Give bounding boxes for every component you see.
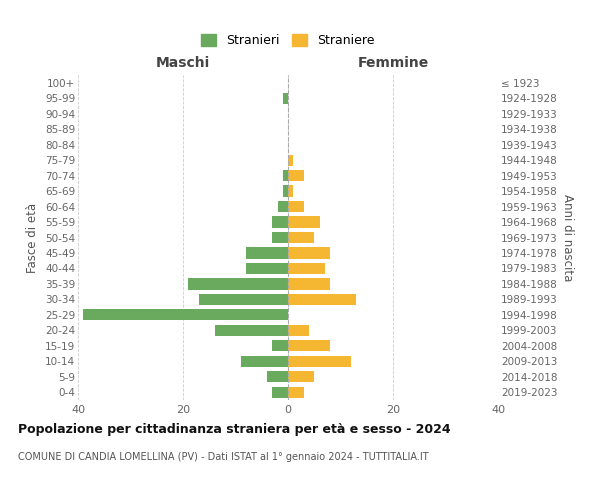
Bar [288, 170, 304, 181]
Bar [288, 371, 314, 382]
Bar [288, 278, 330, 289]
Bar [283, 92, 288, 104]
Bar [288, 325, 309, 336]
Bar [283, 170, 288, 181]
Bar [283, 186, 288, 196]
Bar [215, 325, 288, 336]
Bar [272, 340, 288, 351]
Bar [288, 340, 330, 351]
Bar [288, 356, 351, 367]
Text: Popolazione per cittadinanza straniera per età e sesso - 2024: Popolazione per cittadinanza straniera p… [18, 422, 451, 436]
Y-axis label: Fasce di età: Fasce di età [26, 202, 40, 272]
Bar [288, 263, 325, 274]
Bar [288, 216, 320, 228]
Bar [288, 201, 304, 212]
Bar [288, 248, 330, 258]
Bar [267, 371, 288, 382]
Bar [277, 201, 288, 212]
Bar [272, 232, 288, 243]
Bar [188, 278, 288, 289]
Legend: Stranieri, Straniere: Stranieri, Straniere [196, 29, 380, 52]
Bar [288, 294, 356, 305]
Bar [288, 186, 293, 196]
Bar [288, 386, 304, 398]
Text: Maschi: Maschi [156, 56, 210, 70]
Bar [288, 232, 314, 243]
Text: COMUNE DI CANDIA LOMELLINA (PV) - Dati ISTAT al 1° gennaio 2024 - TUTTITALIA.IT: COMUNE DI CANDIA LOMELLINA (PV) - Dati I… [18, 452, 428, 462]
Text: Femmine: Femmine [358, 56, 428, 70]
Bar [272, 216, 288, 228]
Bar [241, 356, 288, 367]
Bar [246, 263, 288, 274]
Bar [246, 248, 288, 258]
Bar [288, 154, 293, 166]
Bar [199, 294, 288, 305]
Bar [272, 386, 288, 398]
Y-axis label: Anni di nascita: Anni di nascita [561, 194, 574, 281]
Bar [83, 310, 288, 320]
